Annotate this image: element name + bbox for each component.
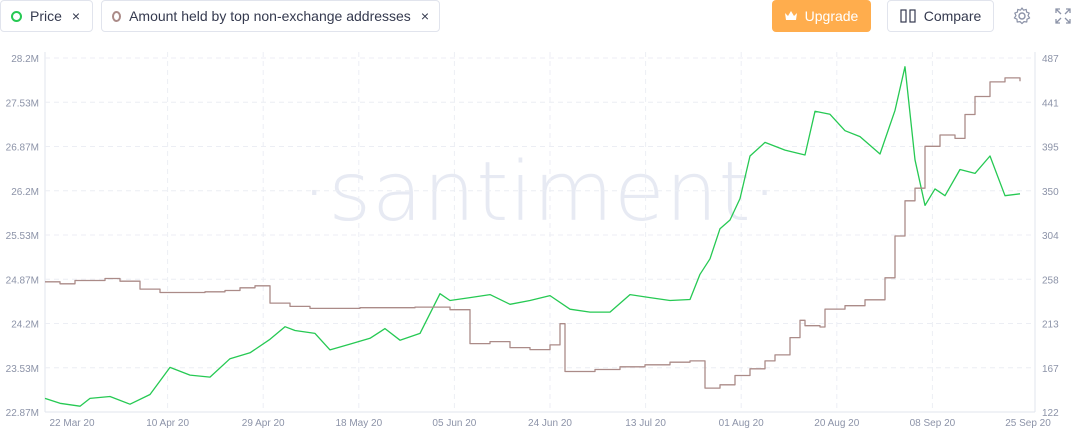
crown-icon bbox=[784, 11, 797, 20]
chip-label: Price bbox=[30, 8, 62, 24]
x-tick-label: 25 Sep 20 bbox=[1005, 418, 1051, 429]
y-left-tick-label: 27.53M bbox=[6, 98, 39, 109]
y-right-tick-label: 350 bbox=[1042, 187, 1059, 198]
metric-chip-price[interactable]: Price × bbox=[0, 0, 93, 32]
y-left-tick-label: 25.53M bbox=[6, 231, 39, 242]
x-tick-label: 29 Apr 20 bbox=[242, 418, 285, 429]
compare-button[interactable]: Compare bbox=[887, 0, 994, 32]
x-tick-label: 10 Apr 20 bbox=[146, 418, 189, 429]
upgrade-label: Upgrade bbox=[804, 8, 859, 24]
fullscreen-icon[interactable] bbox=[1053, 6, 1073, 26]
y-left-tick-label: 26.2M bbox=[11, 187, 39, 198]
chip-label: Amount held by top non-exchange addresse… bbox=[129, 8, 411, 24]
right-y-axis: 487 441 395 350 304 258 213 167 122 bbox=[1042, 54, 1059, 419]
x-tick-label: 08 Sep 20 bbox=[910, 418, 956, 429]
line-marker-icon bbox=[11, 10, 22, 22]
price-amount-chart[interactable]: ·santiment· 28.2M 27.53M 26.87M 26.2M 25.53M… bbox=[0, 40, 1090, 437]
y-right-tick-label: 441 bbox=[1042, 98, 1059, 109]
metric-chip-amount-held[interactable]: Amount held by top non-exchange addresse… bbox=[101, 0, 440, 32]
x-tick-label: 22 Mar 20 bbox=[49, 418, 94, 429]
y-left-tick-label: 24.87M bbox=[6, 275, 39, 286]
y-left-tick-label: 23.53M bbox=[6, 364, 39, 375]
y-right-tick-label: 487 bbox=[1042, 54, 1059, 65]
line-marker-icon bbox=[112, 10, 122, 22]
x-tick-label: 20 Aug 20 bbox=[814, 418, 859, 429]
santiment-watermark: ·santiment· bbox=[301, 145, 778, 240]
y-right-tick-label: 167 bbox=[1042, 364, 1059, 375]
y-left-tick-label: 28.2M bbox=[11, 54, 39, 65]
y-right-tick-label: 258 bbox=[1042, 275, 1059, 286]
chart-grid bbox=[44, 52, 1036, 413]
series-line-price bbox=[44, 66, 1021, 407]
y-right-tick-label: 304 bbox=[1042, 231, 1059, 242]
gear-icon[interactable] bbox=[1012, 6, 1032, 26]
series-lines bbox=[44, 66, 1021, 407]
x-tick-label: 24 Jun 20 bbox=[528, 418, 572, 429]
x-tick-label: 01 Aug 20 bbox=[719, 418, 764, 429]
left-y-axis: 28.2M 27.53M 26.87M 26.2M 25.53M 24.87M 24.2M 2… bbox=[6, 54, 39, 419]
series-line-amount-held bbox=[45, 77, 1021, 389]
y-left-tick-label: 22.87M bbox=[6, 408, 39, 419]
x-tick-label: 05 Jun 20 bbox=[432, 418, 476, 429]
x-tick-label: 18 May 20 bbox=[335, 418, 382, 429]
upgrade-button[interactable]: Upgrade bbox=[772, 0, 871, 32]
compare-label: Compare bbox=[923, 8, 982, 24]
y-right-tick-label: 122 bbox=[1042, 408, 1059, 419]
x-axis: 22 Mar 20 10 Apr 20 29 Apr 20 18 May 20 05 J… bbox=[49, 418, 1051, 429]
close-icon[interactable]: × bbox=[71, 8, 81, 24]
y-left-tick-label: 26.87M bbox=[6, 143, 39, 154]
y-right-tick-label: 213 bbox=[1042, 320, 1059, 331]
compare-columns-icon bbox=[900, 9, 916, 23]
x-tick-label: 13 Jul 20 bbox=[625, 418, 666, 429]
y-left-tick-label: 24.2M bbox=[11, 320, 39, 331]
y-right-tick-label: 395 bbox=[1042, 143, 1059, 154]
close-icon[interactable]: × bbox=[420, 8, 429, 24]
